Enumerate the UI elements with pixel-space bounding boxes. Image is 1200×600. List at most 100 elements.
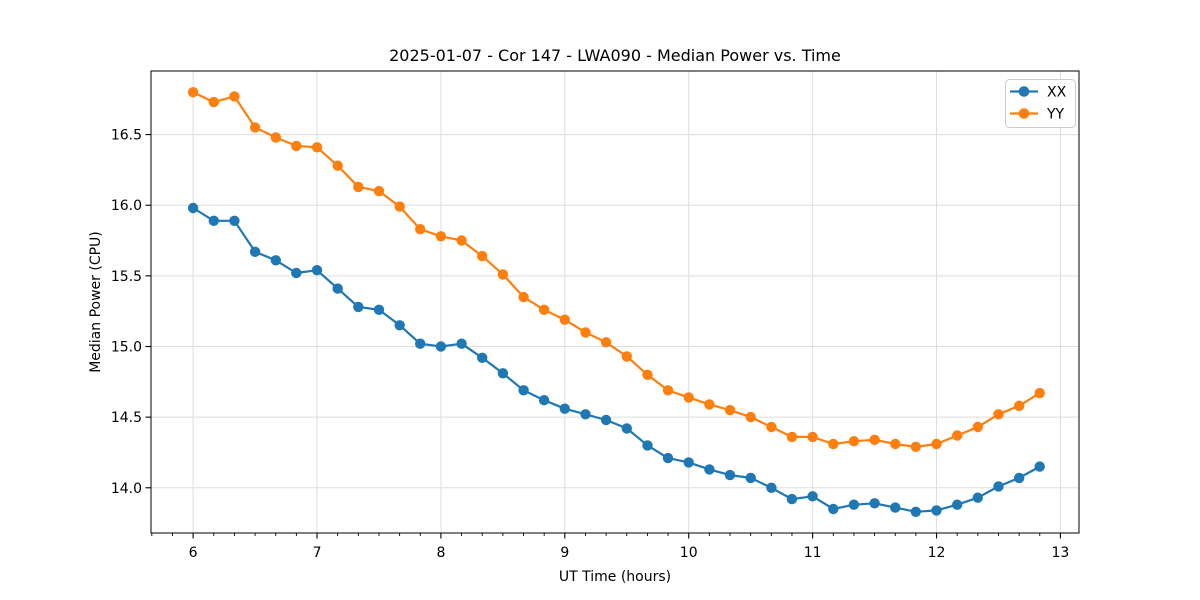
series-yy-marker — [353, 181, 364, 193]
series-xx-marker — [477, 352, 488, 363]
plot-frame — [150, 70, 1080, 534]
series-xx-marker — [600, 414, 612, 426]
series-yy-marker — [435, 231, 447, 242]
series-xx-marker — [1014, 472, 1025, 484]
series-yy-marker — [724, 404, 736, 416]
series-yy-marker — [600, 337, 612, 348]
series-yy-marker — [869, 434, 880, 445]
series-xx-marker — [518, 385, 529, 396]
series-yy-marker — [270, 132, 281, 143]
series-xx-marker — [580, 409, 591, 420]
legend-marker-xx — [1018, 86, 1030, 97]
series-yy-marker — [848, 436, 860, 447]
data-series-layer — [187, 87, 1045, 517]
series-xx-marker — [208, 215, 219, 226]
legend: XX YY — [1005, 79, 1076, 128]
series-xx-marker — [538, 395, 550, 406]
series-xx-marker — [229, 215, 240, 226]
x-tick-label: 7 — [313, 545, 322, 561]
series-xx-marker — [435, 341, 447, 352]
series-yy-marker — [890, 438, 901, 450]
series-yy-marker — [456, 235, 467, 246]
series-xx-marker — [621, 423, 632, 434]
series-xx-marker — [890, 502, 901, 513]
series-xx-marker — [952, 499, 963, 510]
series-xx-marker — [910, 506, 921, 517]
legend-item-yy: YY — [1010, 107, 1065, 123]
series-xx-marker — [786, 493, 798, 505]
legend-marker-yy — [1018, 108, 1030, 119]
legend-label-yy: YY — [1046, 107, 1065, 123]
series-yy — [187, 87, 1045, 452]
y-tick-label: 16.0 — [111, 198, 142, 214]
series-xx-marker — [931, 505, 942, 516]
series-xx-line — [192, 206, 1041, 513]
series-yy-marker — [580, 327, 591, 338]
series-xx-marker — [373, 304, 385, 315]
series-yy-marker — [786, 431, 798, 443]
series-yy-marker — [373, 185, 385, 197]
series-xx-marker — [249, 246, 261, 257]
y-tick-label: 15.0 — [111, 340, 142, 356]
series-xx-marker — [291, 267, 302, 279]
x-tick-label: 8 — [436, 545, 445, 561]
series-xx-marker — [869, 498, 880, 509]
series-yy-marker — [1034, 387, 1045, 399]
series-yy-marker — [993, 409, 1004, 420]
series-yy-marker — [1014, 400, 1025, 411]
grid-lines — [151, 71, 1079, 533]
x-tick-label: 13 — [1052, 545, 1070, 561]
x-axis-label: UT Time (hours) — [559, 569, 671, 585]
series-xx-marker — [766, 482, 777, 493]
series-yy-marker — [766, 421, 777, 433]
series-yy-marker — [952, 430, 963, 441]
legend-item-xx: XX — [1010, 85, 1067, 101]
x-tick-label: 6 — [189, 545, 198, 561]
series-xx-marker — [993, 481, 1004, 492]
legend-label-xx: XX — [1047, 85, 1067, 101]
series-yy-marker — [621, 351, 632, 362]
series-yy-marker — [208, 96, 219, 108]
series-yy-marker — [229, 91, 240, 102]
series-xx-marker — [745, 472, 756, 484]
series-xx — [187, 202, 1045, 517]
series-yy-marker — [187, 87, 199, 98]
series-yy-marker — [559, 314, 570, 325]
series-xx-marker — [807, 491, 818, 502]
series-xx-marker — [187, 202, 199, 214]
series-yy-marker — [828, 438, 839, 450]
series-yy-marker — [249, 122, 261, 133]
series-yy-marker — [683, 392, 694, 403]
series-yy-marker — [642, 369, 653, 380]
y-tick-label: 15.5 — [111, 269, 142, 285]
series-xx-marker — [456, 338, 467, 349]
series-xx-marker — [972, 492, 983, 503]
series-xx-marker — [683, 457, 694, 468]
series-yy-marker — [910, 441, 921, 452]
series-xx-marker — [662, 452, 674, 464]
series-yy-marker — [332, 160, 343, 171]
series-yy-marker — [415, 224, 426, 235]
series-yy-marker — [311, 142, 323, 153]
y-axis-label: Median Power (CPU) — [88, 231, 104, 373]
series-yy-marker — [662, 385, 674, 396]
series-xx-marker — [848, 499, 860, 510]
axes-and-ticks: 6 7 8 9 10 11 12 13 14.0 14.5 15.0 15.5 16.0 16.5 — [111, 70, 1080, 561]
x-tick-label: 12 — [928, 545, 946, 561]
series-xx-marker — [559, 403, 570, 414]
series-yy-marker — [538, 304, 550, 315]
series-yy-marker — [394, 201, 405, 212]
series-xx-marker — [642, 440, 653, 451]
series-xx-marker — [1034, 461, 1045, 472]
series-xx-marker — [415, 338, 426, 349]
x-tick-label: 10 — [680, 545, 698, 561]
series-xx-marker — [353, 301, 364, 313]
series-xx-marker — [270, 255, 281, 266]
series-yy-marker — [291, 140, 302, 152]
x-tick-label: 9 — [560, 545, 569, 561]
y-tick-label: 16.5 — [111, 128, 142, 144]
series-yy-marker — [931, 438, 942, 450]
series-xx-marker — [497, 368, 509, 379]
